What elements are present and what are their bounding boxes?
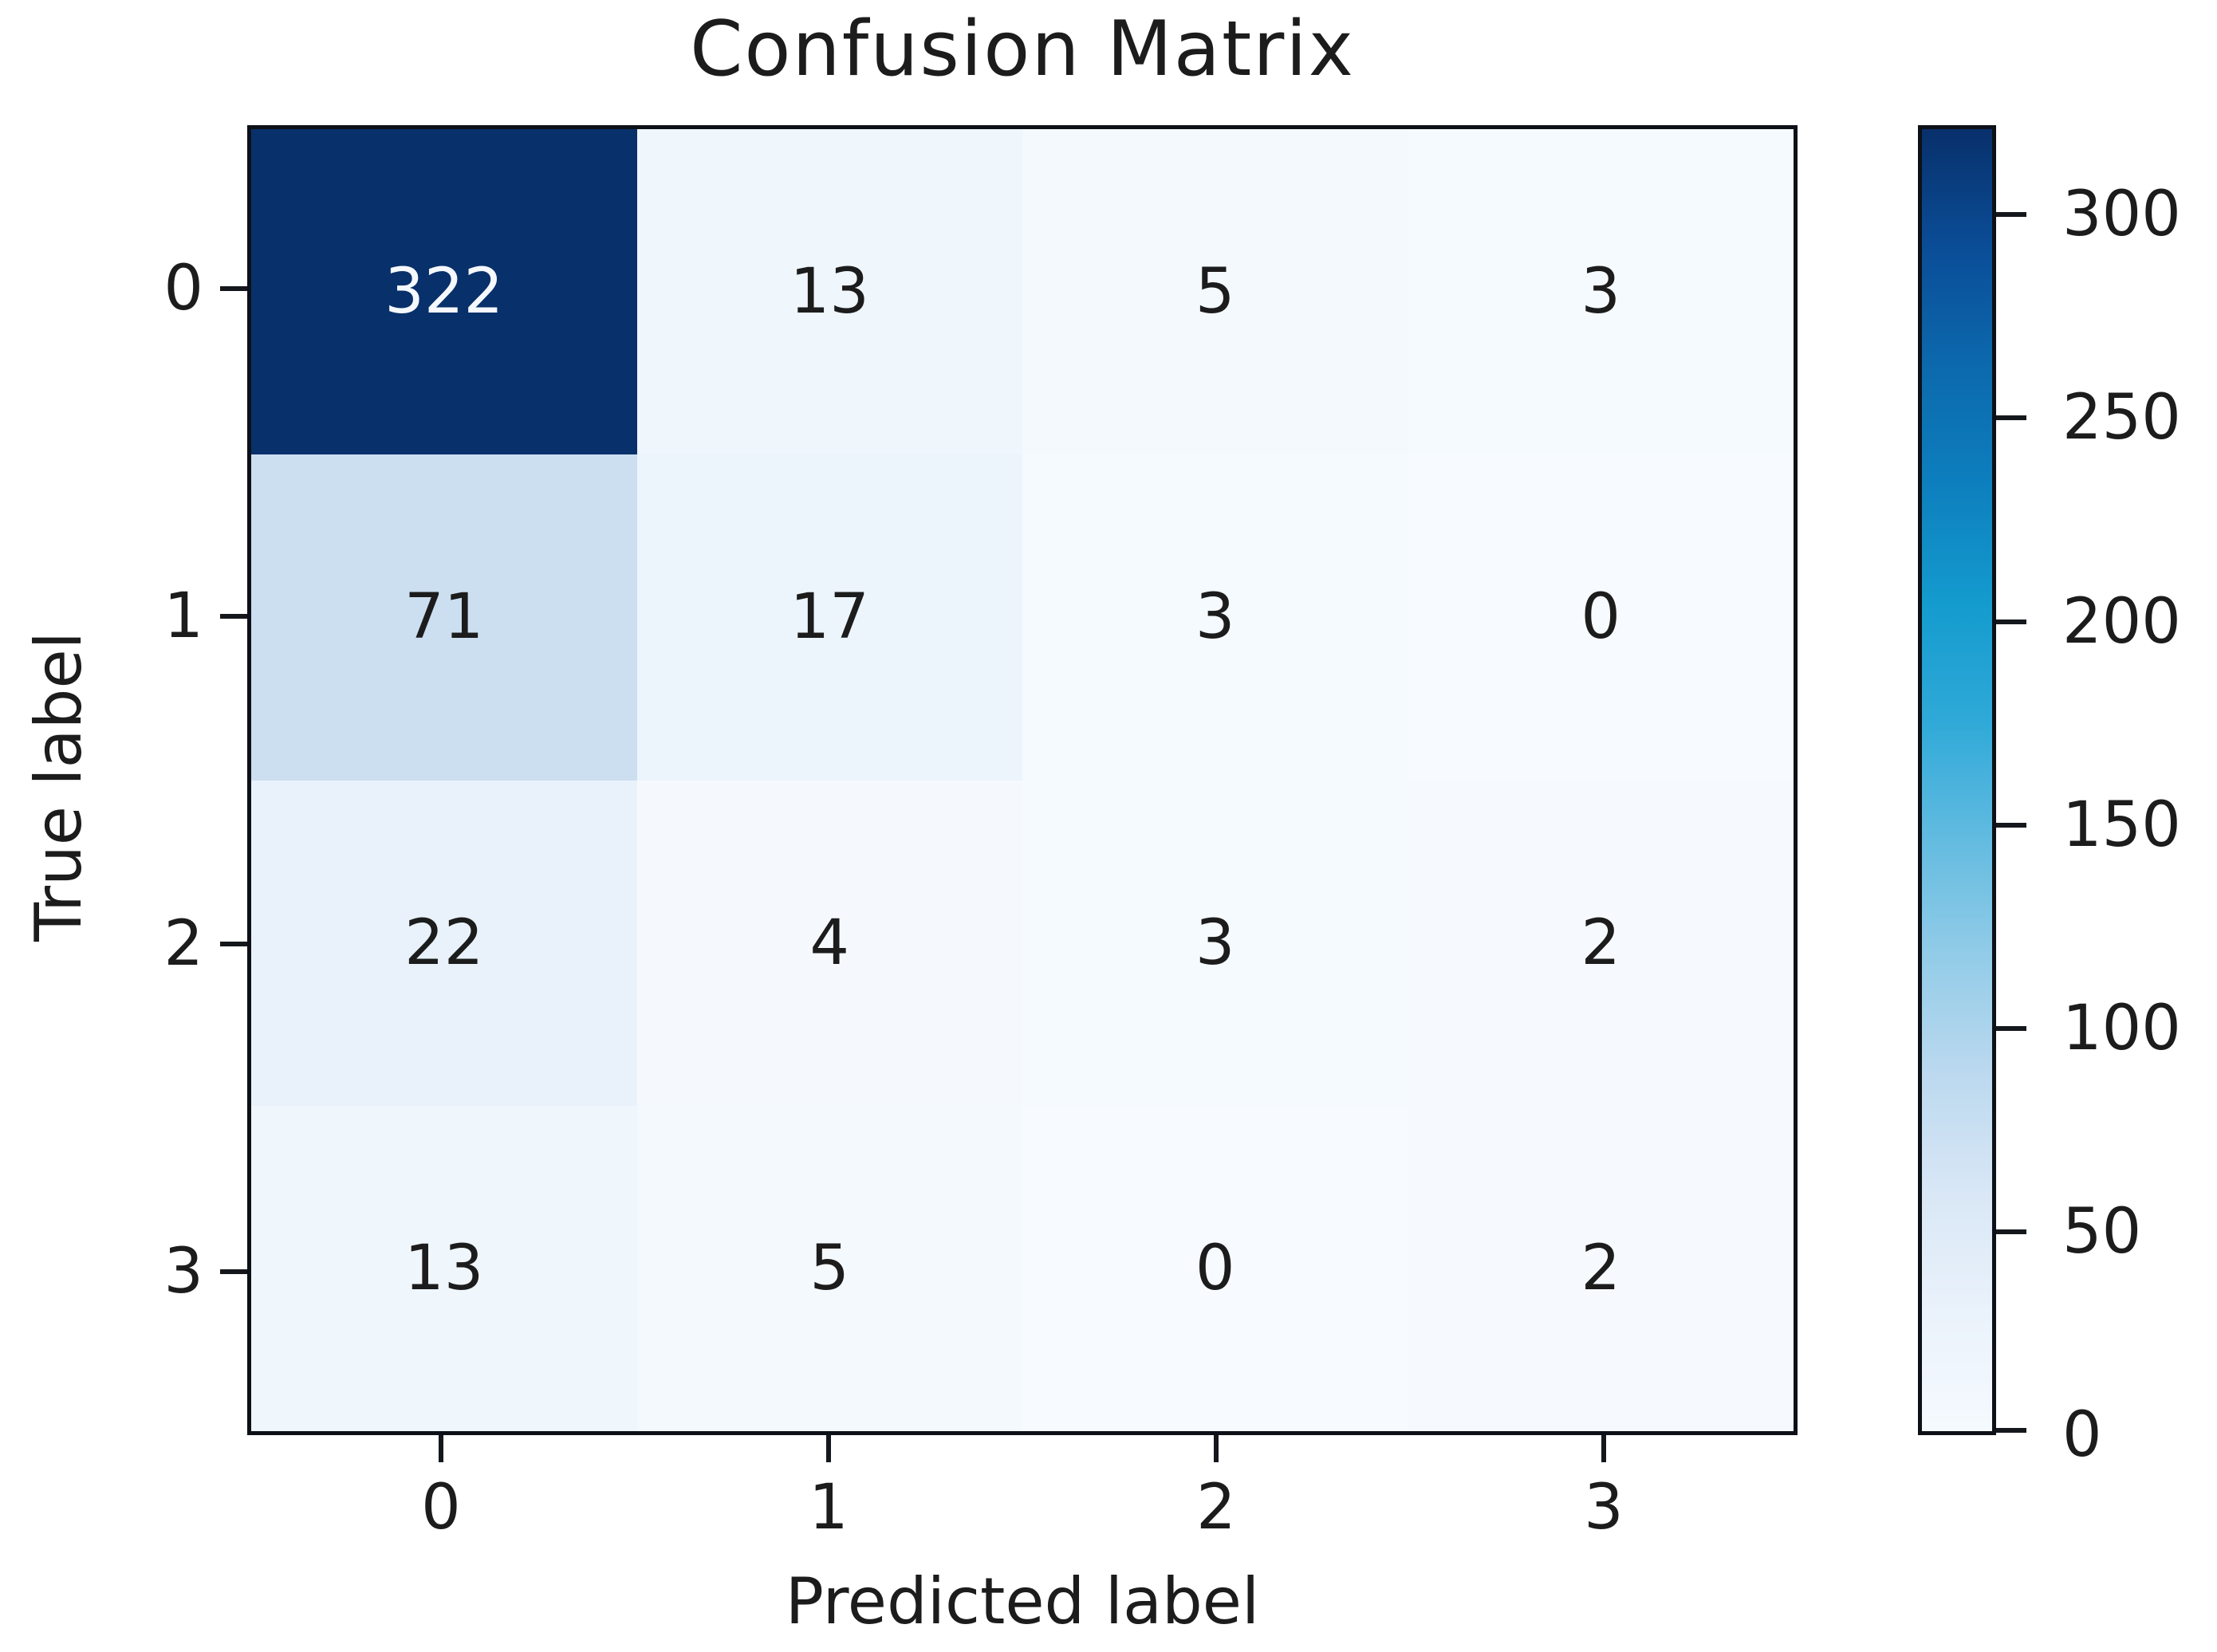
colorbar-tick-label: 0 xyxy=(2062,1399,2102,1471)
matrix-cell: 13 xyxy=(251,1105,637,1431)
x-tick-label: 3 xyxy=(1584,1472,1624,1544)
heatmap-axes: 322 13 5 3 71 17 3 0 22 4 3 2 13 5 0 2 xyxy=(247,125,1798,1435)
colorbar-tick-mark xyxy=(1996,415,2026,421)
matrix-cell: 3 xyxy=(1408,129,1794,455)
colorbar-tick-label: 50 xyxy=(2062,1195,2142,1268)
x-tick-label: 1 xyxy=(809,1472,849,1544)
y-tick-label: 3 xyxy=(163,1235,203,1308)
matrix-cell: 2 xyxy=(1408,1105,1794,1431)
x-tick-mark xyxy=(826,1435,831,1462)
colorbar-tick-mark xyxy=(1996,1428,2026,1433)
y-tick-mark xyxy=(220,286,247,292)
matrix-cell: 3 xyxy=(1022,780,1408,1106)
y-tick-mark xyxy=(220,614,247,620)
y-tick-label: 0 xyxy=(163,253,203,325)
matrix-cell: 4 xyxy=(636,780,1022,1106)
x-tick-mark xyxy=(1601,1435,1606,1462)
colorbar-tick-label: 200 xyxy=(2062,585,2181,658)
matrix-cell: 17 xyxy=(636,454,1022,781)
colorbar-tick-mark xyxy=(1996,822,2026,828)
x-tick-mark xyxy=(439,1435,443,1462)
colorbar-tick-mark xyxy=(1996,619,2026,624)
colorbar-tick-label: 300 xyxy=(2062,179,2181,251)
colorbar-tick-mark xyxy=(1996,212,2026,218)
x-axis-label: Predicted label xyxy=(785,1564,1260,1638)
colorbar-tick-mark xyxy=(1996,1229,2026,1234)
confusion-matrix-grid: 322 13 5 3 71 17 3 0 22 4 3 2 13 5 0 2 xyxy=(251,129,1794,1431)
matrix-cell: 2 xyxy=(1408,780,1794,1106)
colorbar-tick-label: 250 xyxy=(2062,382,2181,454)
matrix-cell: 22 xyxy=(251,780,637,1106)
matrix-cell: 0 xyxy=(1408,454,1794,781)
matrix-cell: 0 xyxy=(1022,1105,1408,1431)
matrix-cell: 5 xyxy=(636,1105,1022,1431)
x-tick-mark xyxy=(1214,1435,1219,1462)
colorbar xyxy=(1918,125,1996,1435)
matrix-cell: 3 xyxy=(1022,454,1408,781)
colorbar-tick-label: 150 xyxy=(2062,789,2181,861)
matrix-cell: 71 xyxy=(251,454,637,781)
y-tick-mark xyxy=(220,1268,247,1274)
chart-title: Confusion Matrix xyxy=(690,6,1355,93)
x-tick-label: 0 xyxy=(421,1472,461,1544)
matrix-cell: 322 xyxy=(251,129,637,455)
matrix-cell: 13 xyxy=(636,129,1022,455)
y-tick-label: 1 xyxy=(163,580,203,653)
colorbar-tick-label: 100 xyxy=(2062,992,2181,1064)
colorbar-tick-mark xyxy=(1996,1025,2026,1031)
y-tick-label: 2 xyxy=(163,907,203,980)
matrix-cell: 5 xyxy=(1022,129,1408,455)
y-tick-mark xyxy=(220,941,247,946)
x-tick-label: 2 xyxy=(1196,1472,1236,1544)
